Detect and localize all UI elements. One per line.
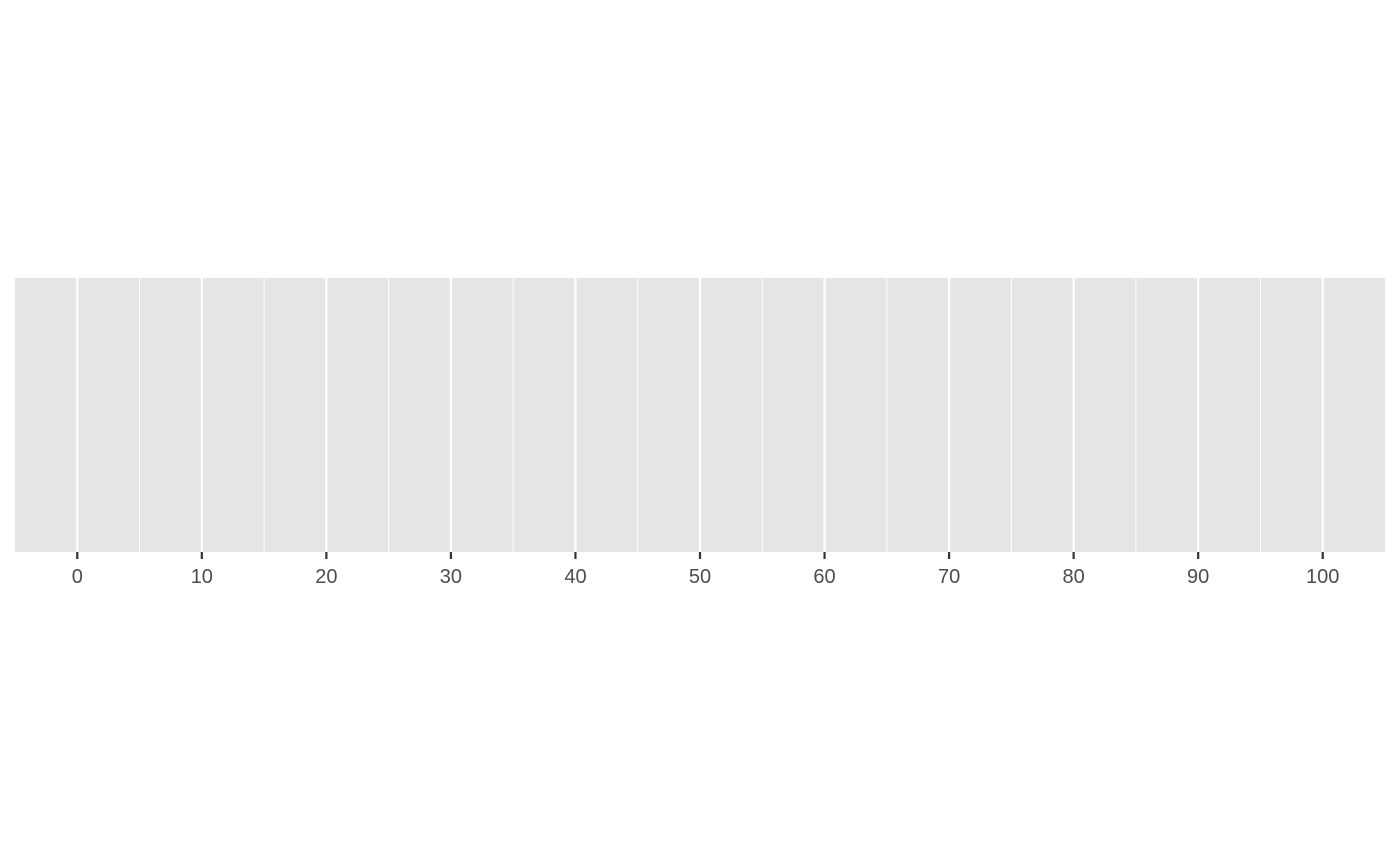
x-axis-tick-label: 70 <box>938 566 960 588</box>
x-axis-tick-label: 60 <box>813 566 835 588</box>
x-axis-tick-label: 0 <box>72 566 83 588</box>
x-axis-tick-labels: 0 10 20 30 40 50 60 70 80 90 100 <box>72 566 1340 588</box>
x-axis-tick-label: 20 <box>315 566 337 588</box>
x-axis-ticks <box>76 552 1324 559</box>
x-axis-tick-label: 10 <box>191 566 213 588</box>
x-axis-tick-label: 80 <box>1063 566 1085 588</box>
x-axis-tick-label: 50 <box>689 566 711 588</box>
x-axis-tick-label: 40 <box>564 566 586 588</box>
minor-grid-lines <box>139 278 1261 552</box>
x-axis-tick-label: 30 <box>440 566 462 588</box>
major-grid-lines <box>76 278 1324 552</box>
x-axis-tick-label: 100 <box>1306 566 1339 588</box>
x-axis-tick-label: 90 <box>1187 566 1209 588</box>
